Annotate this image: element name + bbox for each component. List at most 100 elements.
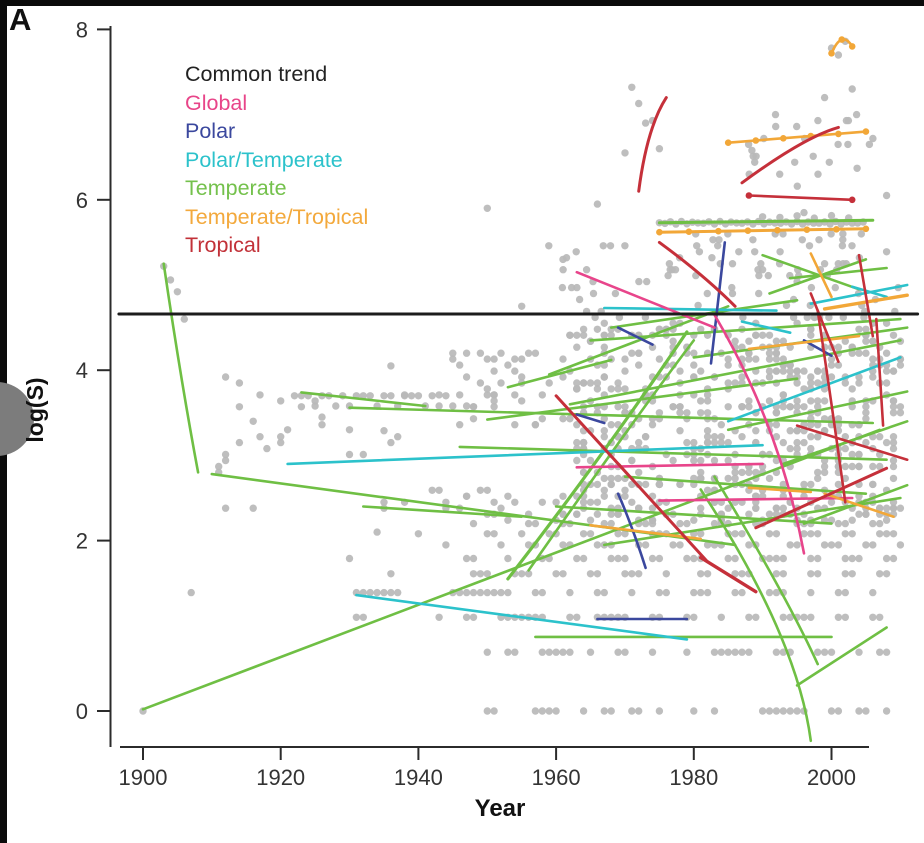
data-point [834, 140, 842, 149]
data-point [764, 271, 772, 280]
data-point [782, 301, 791, 310]
legend-item-common: Common trend [185, 62, 328, 86]
data-point [449, 402, 457, 410]
panel-label: A [9, 2, 32, 37]
data-point [765, 367, 774, 375]
data-point [545, 648, 553, 656]
data-point [690, 516, 698, 524]
data-point [786, 444, 794, 453]
trend-line-tropical [554, 394, 710, 564]
data-point [311, 397, 319, 405]
trend-line-temperate [726, 390, 909, 432]
data-point [607, 554, 615, 563]
data-point [693, 242, 701, 250]
trend-line-temperate [527, 339, 696, 572]
data-point [793, 444, 801, 453]
x-axis-label: Year [474, 795, 526, 822]
data-point [735, 248, 743, 256]
trend-line-global [575, 462, 764, 469]
data-point [573, 456, 581, 465]
data-point [600, 492, 608, 500]
data-point [531, 519, 540, 528]
data-point [776, 248, 784, 256]
data-point [772, 409, 781, 417]
data-point [765, 397, 774, 405]
data-point [889, 331, 898, 339]
data-point [518, 397, 526, 405]
data-point [552, 707, 560, 715]
data-point [655, 588, 664, 597]
data-point [380, 427, 388, 435]
trend-line-tropical [875, 317, 885, 427]
data-point [683, 648, 691, 656]
data-point [779, 480, 787, 489]
data-point [511, 391, 519, 399]
trend-line-global [713, 313, 806, 555]
data-point [807, 613, 815, 621]
data-point [593, 480, 602, 489]
data-point [600, 331, 608, 339]
data-point [697, 456, 705, 465]
data-point [717, 613, 725, 621]
data-point [889, 504, 898, 512]
data-point [380, 498, 388, 506]
data-point [664, 271, 672, 280]
legend-item-tropical: Tropical [185, 233, 261, 257]
data-point [728, 283, 736, 292]
data-point [456, 391, 464, 399]
data-point [655, 409, 664, 417]
data-point [559, 255, 567, 264]
data-point [559, 570, 567, 578]
data-point [708, 254, 716, 262]
data-point [779, 707, 787, 715]
data-point [738, 570, 746, 578]
data-point [765, 554, 774, 563]
data-point [807, 480, 815, 489]
trend-line-temperate [141, 428, 881, 711]
data-point [235, 379, 244, 387]
data-point [728, 289, 737, 298]
data-point [579, 707, 588, 715]
trend-line-temperate [699, 488, 813, 743]
data-point [896, 541, 905, 549]
data-point [793, 367, 801, 375]
data-point [655, 145, 664, 153]
legend-item-polar: Polar [185, 119, 236, 143]
data-point [559, 492, 567, 500]
data-point [841, 570, 849, 578]
data-point [752, 468, 760, 477]
data-point [538, 648, 546, 656]
data-point [793, 541, 801, 549]
data-point [483, 588, 491, 597]
data-point [820, 541, 829, 549]
data-point [518, 355, 526, 363]
data-point [814, 530, 822, 538]
data-point [566, 415, 574, 423]
data-point [703, 433, 712, 441]
trend-line-temperate_tropical [589, 524, 702, 541]
data-point [814, 468, 822, 477]
trend-line-temperate [761, 253, 861, 291]
data-point [779, 613, 787, 621]
data-point [749, 236, 757, 244]
data-point [752, 152, 760, 160]
data-point [690, 554, 698, 563]
data-point [558, 283, 567, 292]
data-point [889, 444, 898, 453]
data-point [841, 588, 849, 597]
trend-line-tropical [740, 125, 840, 185]
data-point [834, 343, 843, 351]
data-point [834, 361, 843, 369]
data-point [731, 648, 739, 656]
data-point [387, 588, 395, 597]
data-point [579, 530, 588, 538]
x-tick-label: 1980 [669, 765, 718, 790]
trend-line-polar_temperate [286, 443, 764, 466]
data-point [748, 146, 756, 155]
trend-lines-layer [117, 36, 920, 743]
data-point [841, 613, 849, 621]
data-point [531, 588, 540, 597]
data-point [497, 588, 505, 597]
data-point [793, 403, 801, 411]
data-point [703, 588, 712, 597]
